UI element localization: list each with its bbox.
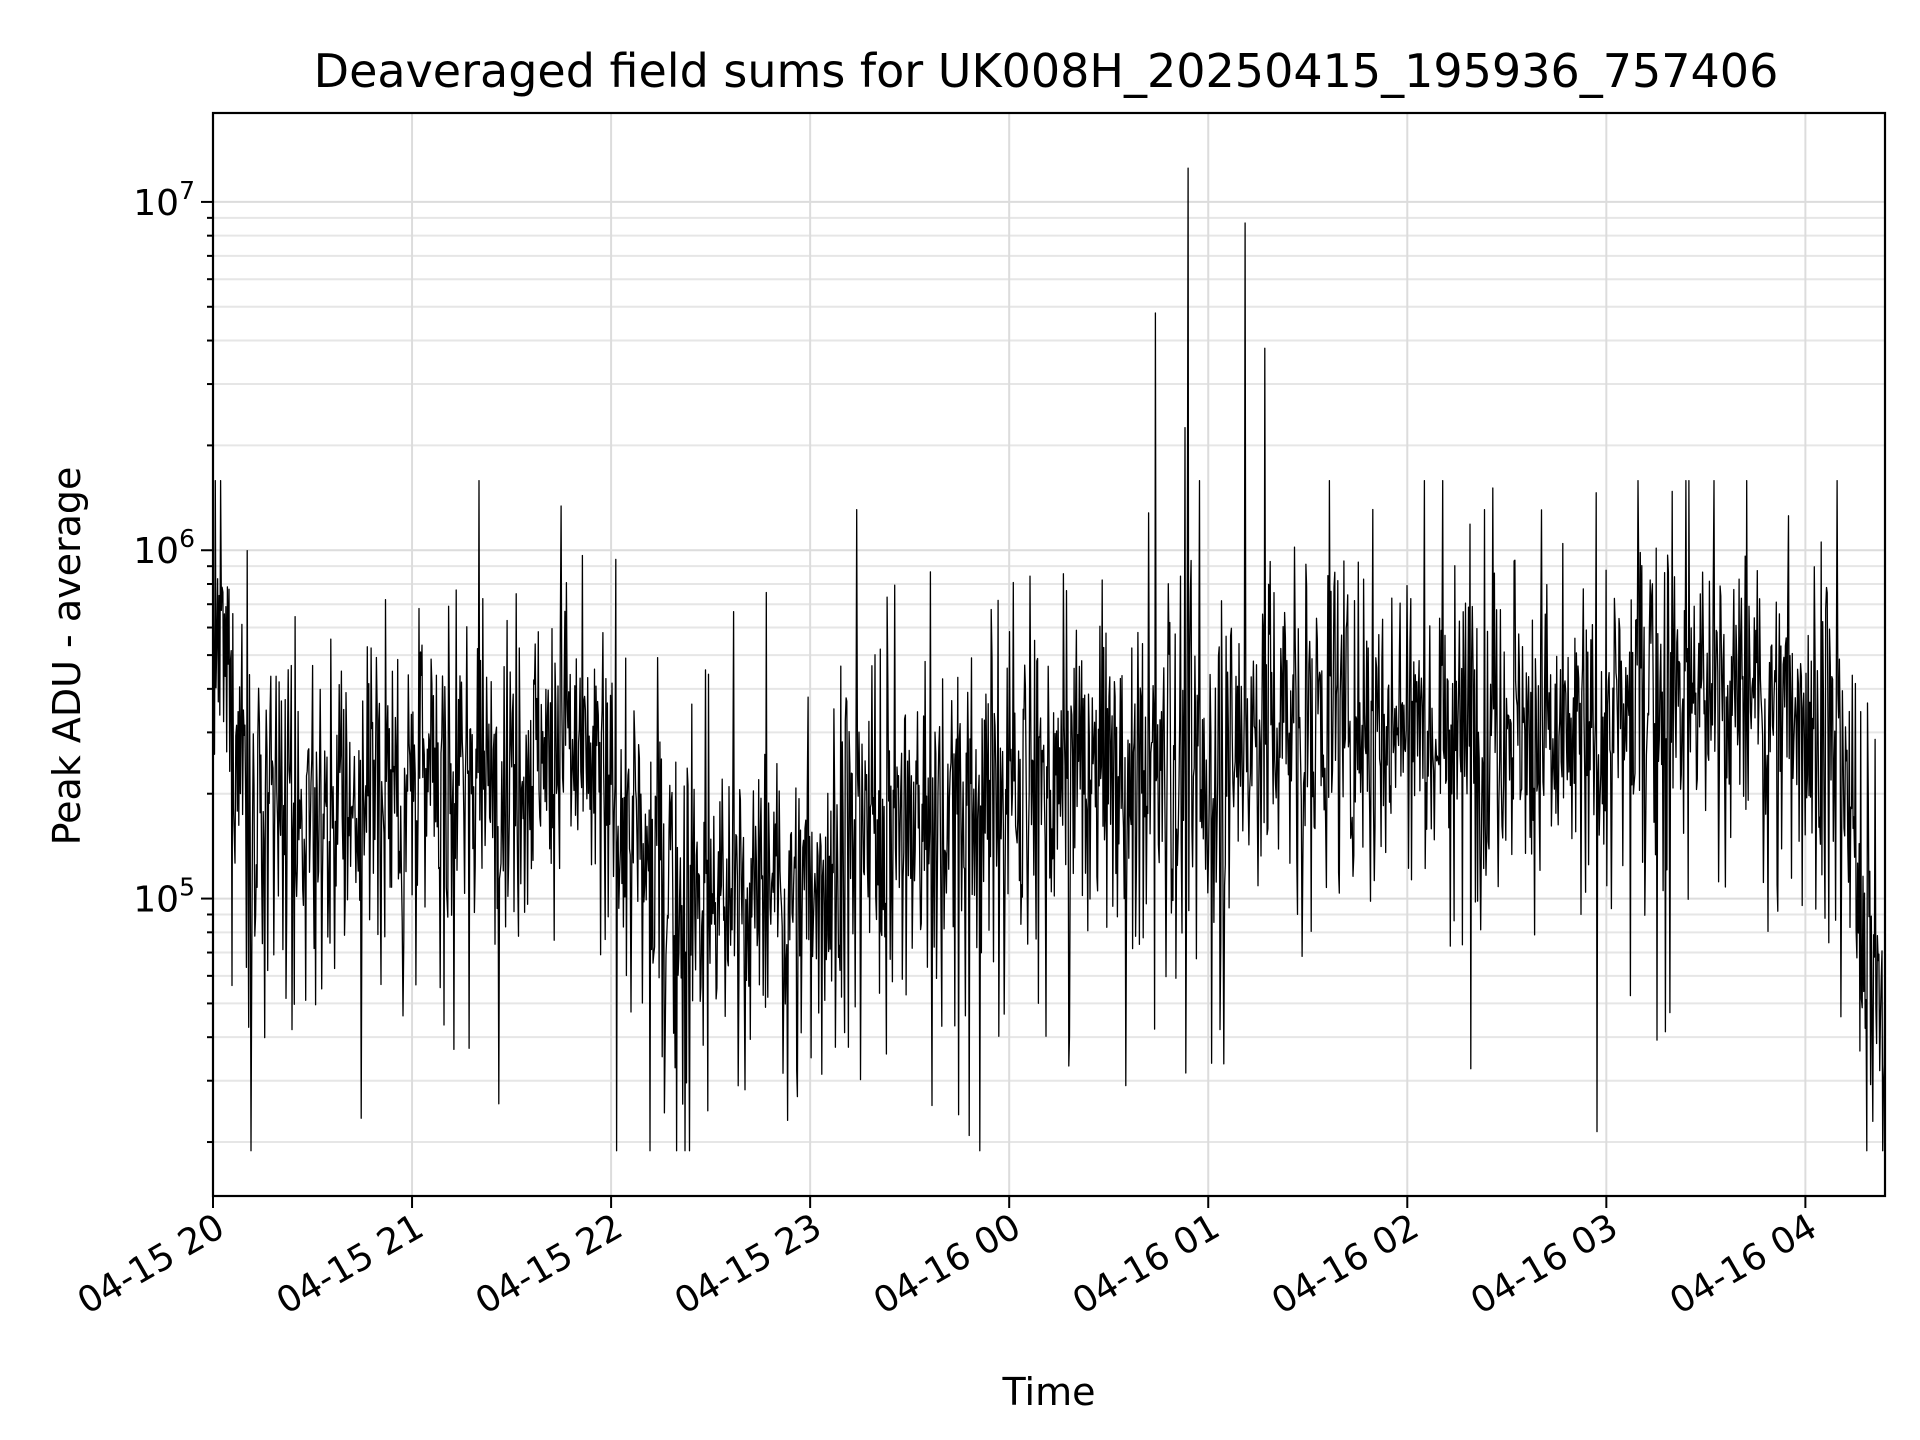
y-axis: 105 106 107	[133, 176, 213, 1144]
series-line	[212, 167, 1886, 1152]
chart-title: Deaveraged field sums for UK008H_2025041…	[314, 44, 1779, 98]
y-tick-label: 106	[133, 524, 195, 572]
x-axis-label: Time	[1002, 1370, 1096, 1414]
y-tick-label: 107	[133, 176, 195, 224]
data-series	[212, 167, 1886, 1152]
y-axis-label: Peak ADU - average	[45, 467, 89, 846]
y-tick-label: 105	[133, 873, 195, 921]
